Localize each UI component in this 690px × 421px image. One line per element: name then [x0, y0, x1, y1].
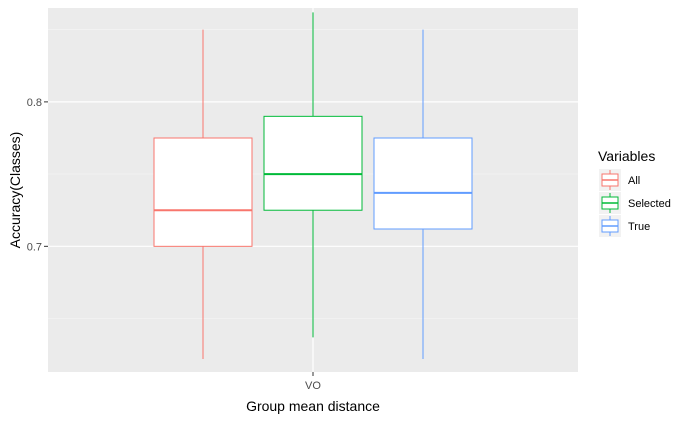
- box-selected: [263, 12, 363, 338]
- x-tick-label-0: VO: [305, 380, 321, 392]
- box-rect-selected: [263, 115, 363, 211]
- box-rect-all: [153, 137, 253, 247]
- box-layer: [153, 12, 473, 359]
- y-axis-title: Accuracy(Classes): [7, 132, 23, 249]
- legend-items: All Selected True: [599, 169, 671, 237]
- legend-label-true: True: [628, 221, 650, 233]
- box-all: [153, 29, 253, 359]
- legend: Variables All Selected True: [598, 148, 671, 237]
- x-axis-title: Group mean distance: [246, 398, 380, 414]
- legend-title: Variables: [598, 148, 655, 164]
- box-true: [373, 29, 473, 359]
- legend-item-all: All: [599, 169, 640, 191]
- legend-label-all: All: [628, 175, 640, 187]
- y-tick-label-0: 0.7: [27, 241, 42, 253]
- legend-item-true: True: [599, 215, 650, 237]
- legend-label-selected: Selected: [628, 198, 671, 210]
- axis-layer: 0.7 0.8 VO: [27, 97, 322, 392]
- legend-item-selected: Selected: [599, 192, 671, 214]
- y-tick-label-1: 0.8: [27, 97, 42, 109]
- box-rect-true: [373, 137, 473, 230]
